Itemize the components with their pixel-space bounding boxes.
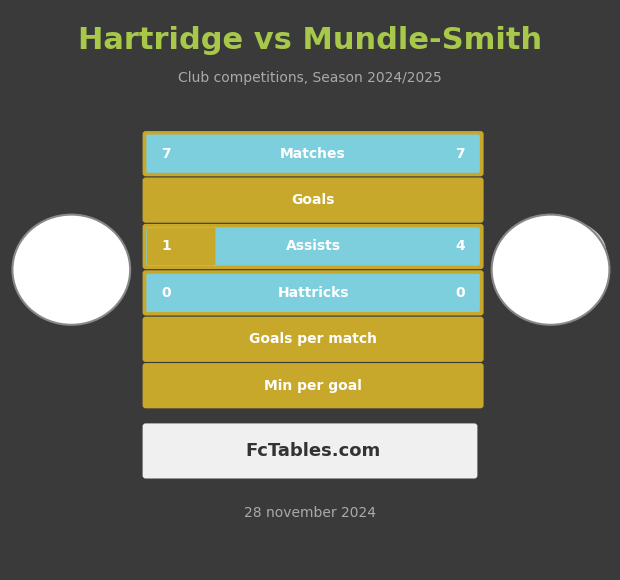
Circle shape — [492, 215, 609, 325]
Text: 28 november 2024: 28 november 2024 — [244, 506, 376, 520]
Text: Assists: Assists — [286, 240, 340, 253]
Text: 7: 7 — [455, 147, 465, 161]
FancyBboxPatch shape — [143, 131, 484, 176]
FancyBboxPatch shape — [147, 228, 215, 265]
Text: 1: 1 — [161, 240, 171, 253]
FancyBboxPatch shape — [143, 423, 477, 478]
FancyBboxPatch shape — [143, 317, 484, 362]
Text: 0: 0 — [455, 286, 465, 300]
Text: 0: 0 — [161, 286, 171, 300]
FancyBboxPatch shape — [143, 363, 484, 408]
Text: Goals per match: Goals per match — [249, 332, 377, 346]
Text: Hartridge vs Mundle-Smith: Hartridge vs Mundle-Smith — [78, 26, 542, 55]
Text: Goals: Goals — [291, 193, 335, 207]
FancyBboxPatch shape — [146, 135, 480, 173]
Text: Matches: Matches — [280, 147, 346, 161]
Text: Min per goal: Min per goal — [264, 379, 362, 393]
FancyBboxPatch shape — [146, 227, 480, 266]
Circle shape — [12, 215, 130, 325]
FancyBboxPatch shape — [143, 270, 484, 316]
FancyBboxPatch shape — [146, 274, 480, 312]
Text: Hattricks: Hattricks — [277, 286, 349, 300]
Text: Club competitions, Season 2024/2025: Club competitions, Season 2024/2025 — [178, 71, 442, 85]
FancyBboxPatch shape — [143, 224, 484, 269]
Ellipse shape — [19, 218, 124, 287]
Ellipse shape — [501, 218, 606, 287]
FancyBboxPatch shape — [143, 177, 484, 223]
Text: 7: 7 — [161, 147, 171, 161]
Text: FcTables.com: FcTables.com — [246, 442, 381, 460]
Text: 4: 4 — [455, 240, 465, 253]
